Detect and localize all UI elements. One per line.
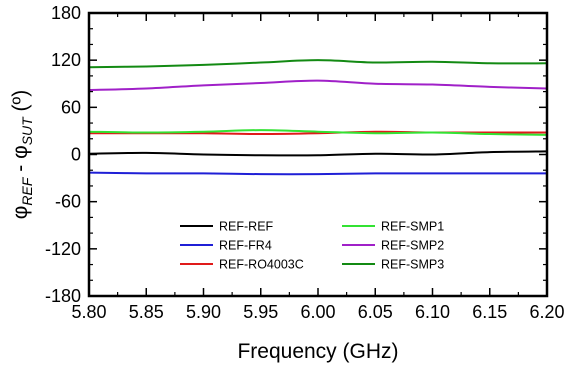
x-tick-label: 6.20 bbox=[529, 302, 564, 322]
x-tick-label: 6.15 bbox=[472, 302, 507, 322]
y-axis-title-sub-ref: REF bbox=[19, 176, 35, 205]
series-line-ref-smp3 bbox=[88, 59, 548, 69]
y-axis-title-unit: (º) bbox=[9, 90, 32, 118]
y-axis-title-phi-sut: - φ bbox=[9, 145, 32, 177]
x-tick-label: 5.90 bbox=[186, 302, 221, 322]
series-line-ref-smp1 bbox=[88, 129, 548, 136]
series-line-ref-ref bbox=[88, 150, 548, 157]
y-tick-label: 180 bbox=[51, 3, 81, 23]
series-line-ref-smp2 bbox=[88, 79, 548, 92]
tick-labels: 5.80 5.85 5.90 5.95 6.00 6.05 6.10 6.15 6.20 180 1… bbox=[45, 3, 565, 322]
plot-frame bbox=[87, 11, 549, 298]
x-axis-title: Frequency (GHz) bbox=[237, 340, 398, 363]
legend-label-ref-smp2: REF-SMP2 bbox=[381, 239, 444, 253]
x-tick-label: 5.80 bbox=[71, 302, 106, 322]
x-tick-label: 5.85 bbox=[129, 302, 164, 322]
legend-label-ref-smp1: REF-SMP1 bbox=[381, 220, 444, 234]
legend-label-ref-smp3: REF-SMP3 bbox=[381, 258, 444, 272]
x-tick-label: 6.10 bbox=[415, 302, 450, 322]
x-tick-label: 5.95 bbox=[243, 302, 278, 322]
legend: REF-REF REF-FR4 REF-RO4003C REF-SMP1 REF-SMP… bbox=[180, 220, 444, 272]
series-lines bbox=[88, 59, 548, 176]
series-line-ref-fr4 bbox=[88, 171, 547, 176]
legend-label-ref-ref: REF-REF bbox=[219, 220, 274, 234]
y-axis-title-phi-ref: φ bbox=[9, 206, 32, 220]
y-tick-label: 60 bbox=[61, 97, 81, 117]
legend-label-ref-ro4003c: REF-RO4003C bbox=[219, 258, 304, 272]
legend-label-ref-fr4: REF-FR4 bbox=[219, 239, 272, 253]
y-axis-title-sub-sut: SUT bbox=[19, 116, 35, 145]
x-tick-label: 6.00 bbox=[300, 302, 335, 322]
y-tick-label: -120 bbox=[45, 239, 81, 259]
y-tick-label: -180 bbox=[45, 286, 81, 306]
y-tick-label: 120 bbox=[51, 50, 81, 70]
y-tick-label: 0 bbox=[71, 145, 81, 165]
y-axis-title: φREF - φSUT (º) bbox=[9, 90, 35, 219]
y-tick-label: -60 bbox=[55, 192, 81, 212]
x-tick-label: 6.05 bbox=[358, 302, 393, 322]
